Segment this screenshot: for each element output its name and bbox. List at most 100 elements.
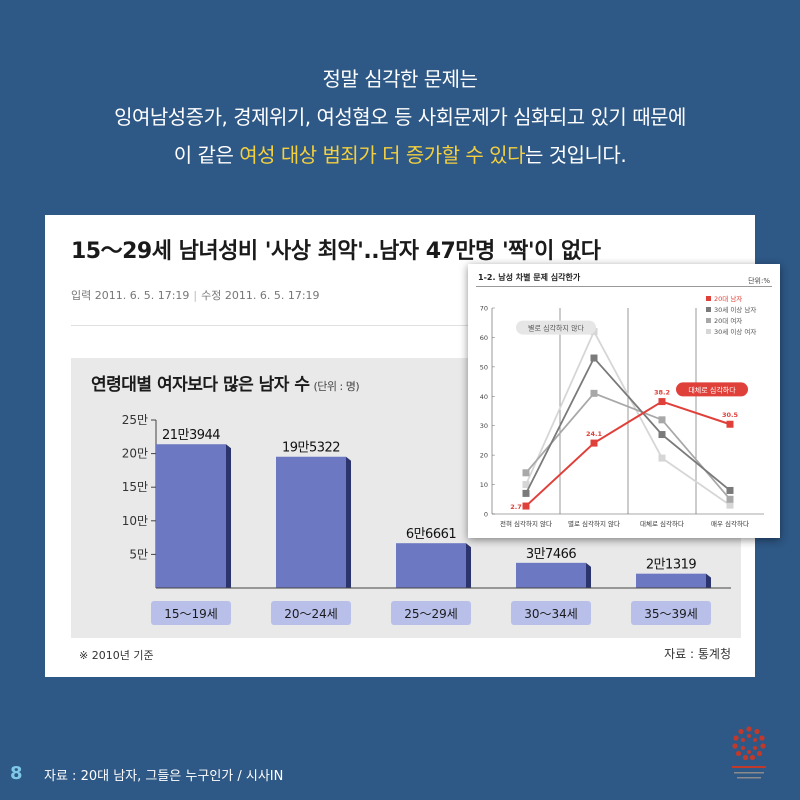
line-x-label: 매우 심각하다 [711, 519, 749, 528]
organization-logo-icon [732, 726, 766, 779]
annotation-text: 대체로 심각하다 [688, 385, 736, 394]
bar-y-tick-label: 15만 [122, 480, 148, 494]
line-point [522, 489, 530, 497]
line-point [658, 431, 666, 439]
bar-y-tick-label: 10만 [122, 514, 148, 528]
line-data-label: 38.2 [654, 389, 670, 397]
bar-category-label: 25～29세 [404, 607, 458, 621]
line-series-0 [525, 400, 731, 507]
bar-data-label: 21만3944 [162, 428, 220, 443]
bar-data-label: 6만6661 [406, 527, 457, 542]
line-point [658, 416, 666, 424]
bar [636, 573, 706, 588]
intro-line-2: 잉여남성증가, 경제위기, 여성혐오 등 사회문제가 심화되고 있기 때문에 [114, 105, 686, 129]
category-pill [511, 601, 591, 625]
intro-line-3-after: 는 것입니다. [524, 143, 627, 167]
bar-category-label: 15～19세 [164, 607, 218, 621]
line-point [726, 495, 734, 503]
line-x-label: 대체로 심각하다 [640, 519, 684, 528]
bar-chart-title-text: 연령대별 여자보다 많은 남자 수 [91, 375, 310, 395]
bar-side [226, 444, 231, 588]
legend-label: 30세 이상 여자 [714, 327, 756, 336]
bar-side [586, 562, 591, 588]
intro-line-1: 정말 심각한 문제는 [322, 67, 478, 91]
category-pill [391, 601, 471, 625]
line-x-label: 별로 심각하지 않다 [568, 519, 620, 528]
bar-side [706, 573, 711, 588]
category-pill [271, 601, 351, 625]
line-y-tick-label: 30 [480, 422, 488, 430]
bar-data-label: 19만5322 [282, 441, 340, 456]
annotation-text: 별로 심각하지 않다 [528, 324, 585, 333]
chart-footnote: ※ 2010년 기준 [79, 649, 154, 662]
line-point [522, 481, 530, 489]
line-point [522, 502, 530, 510]
article-headline: 15～29세 남녀성비 '사상 최악'..남자 47만명 '짝'이 없다 [71, 239, 601, 264]
legend-swatch [706, 307, 711, 312]
line-series-2 [525, 392, 731, 500]
line-point [522, 469, 530, 477]
intro-text: 정말 심각한 문제는 잉여남성증가, 경제위기, 여성혐오 등 사회문제가 심화… [0, 60, 800, 174]
bar-data-label: 3만7466 [526, 547, 577, 562]
legend-label: 30세 이상 남자 [714, 305, 756, 314]
article-dates: 입력 2011. 6. 5. 17:19 | 수정 2011. 6. 5. 17:1… [71, 287, 320, 303]
line-point [590, 389, 598, 397]
category-pill [151, 601, 231, 625]
legend-swatch [706, 329, 711, 334]
legend-label: 20대 여자 [714, 316, 742, 325]
bar-chart: 5만 10만 15만 20만 25만 21만3944 15～19세 19만5322 20～24세… [122, 413, 731, 625]
date-separator: | [193, 289, 198, 302]
bar-chart-title: 연령대별 여자보다 많은 남자 수 (단위 : 명) [91, 370, 360, 395]
line-y-tick-label: 0 [484, 511, 488, 519]
line-point [726, 486, 734, 494]
line-y-tick-label: 70 [480, 305, 488, 313]
bar-side [466, 543, 471, 588]
line-x-label: 전혀 심각하지 않다 [500, 519, 552, 528]
bar [396, 543, 466, 588]
line-chart-title-rule [476, 286, 772, 287]
line-y-tick-label: 60 [480, 334, 488, 342]
bar-side [346, 456, 351, 588]
annotation-badge [676, 382, 748, 397]
input-date: 입력 2011. 6. 5. 17:19 [71, 289, 190, 302]
line-y-tick-label: 20 [480, 452, 488, 460]
bar-data-label: 2만1319 [646, 558, 697, 573]
line-point [658, 454, 666, 462]
line-chart-title: 1-2. 남성 차별 문제 심각한가 [478, 273, 581, 282]
chart-source: 자료 : 통계청 [664, 647, 731, 661]
line-point [658, 398, 666, 406]
bar-y-tick-label: 20만 [122, 447, 148, 461]
intro-line-3: 이 같은 여성 대상 범죄가 더 증가할 수 있다는 것입니다. [0, 136, 800, 174]
bar [516, 562, 586, 588]
bar-chart-unit: (단위 : 명) [313, 380, 360, 393]
legend-swatch [706, 296, 711, 301]
line-point [726, 420, 734, 428]
bar-category-label: 20～24세 [284, 607, 338, 621]
line-point [590, 354, 598, 362]
line-data-label: 24.1 [586, 430, 603, 438]
article-divider [71, 325, 491, 326]
bar-category-label: 35～39세 [644, 607, 698, 621]
category-pill [631, 601, 711, 625]
line-point [590, 439, 598, 447]
bar-category-label: 30～34세 [524, 607, 578, 621]
intro-highlight: 여성 대상 범죄가 더 증가할 수 있다 [239, 143, 525, 167]
line-y-tick-label: 40 [480, 393, 488, 401]
line-data-label: 2.7 [510, 503, 522, 511]
line-y-tick-label: 10 [480, 481, 488, 489]
line-chart-inset: 1-2. 남성 차별 문제 심각한가 단위:% 0 10 20 30 40 50 60 70 전… [468, 264, 780, 538]
bar-y-tick-label: 5만 [129, 547, 148, 561]
intro-line-3-before: 이 같은 [173, 143, 240, 167]
source-credit: 자료 : 20대 남자, 그들은 누구인가 / 시사IN [44, 769, 284, 784]
annotation-badge [516, 320, 596, 335]
line-data-label: 30.5 [722, 411, 739, 419]
bar-y-tick-label: 25만 [122, 413, 148, 427]
bar [276, 456, 346, 588]
line-y-tick-label: 50 [480, 363, 488, 371]
line-point [726, 501, 734, 509]
line-series-1 [525, 356, 731, 494]
page-number: 8 [10, 763, 23, 784]
line-series-3 [525, 329, 731, 506]
line-chart-unit: 단위:% [748, 277, 770, 285]
